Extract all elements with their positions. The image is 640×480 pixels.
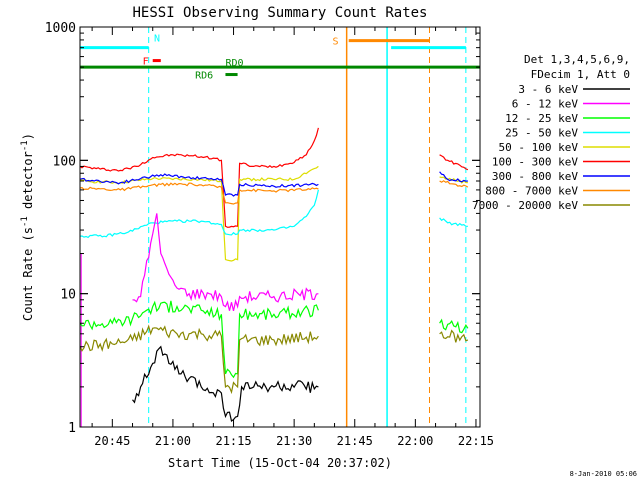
flag-label-rd0: RD0 — [225, 58, 243, 69]
y-tick-label: 1 — [68, 421, 76, 436]
x-tick-label: 21:15 — [215, 434, 251, 448]
series-line — [439, 217, 468, 227]
legend-label: 6 - 12 keV — [512, 98, 579, 111]
legend-title-line-2: FDecim 1, Att 0 — [531, 68, 630, 81]
series-6-12-kev — [132, 213, 319, 312]
legend: Det 1,3,4,5,6,9, FDecim 1, Att 0 3 - 6 k… — [472, 53, 630, 212]
series-7000-20000-kev — [79, 324, 469, 395]
plot-area: N F RD0 RD6 S — [79, 27, 480, 427]
legend-label: 25 - 50 keV — [505, 127, 578, 140]
series-line — [132, 345, 319, 423]
series-line — [79, 173, 319, 197]
flag-label-f: F — [143, 57, 149, 68]
series-line — [439, 318, 469, 334]
series-line — [439, 180, 469, 188]
series-12-25-kev — [79, 300, 469, 379]
legend-label: 3 - 6 keV — [518, 83, 578, 96]
y-axis-label: Count Rate (s-1 detector-1) — [20, 133, 35, 321]
series-line — [439, 171, 468, 183]
series-300-800-kev — [79, 171, 468, 197]
x-tick-label: 22:15 — [458, 434, 494, 448]
y-axis-label-tail: detector — [21, 151, 35, 216]
x-tick-label: 22:00 — [397, 434, 433, 448]
flag-label-s: S — [333, 37, 339, 48]
legend-label: 300 - 800 keV — [492, 170, 578, 183]
y-tick-label: 10 — [60, 288, 76, 303]
series-100-300-kev — [79, 127, 469, 228]
series-800-7000-kev — [79, 180, 469, 205]
series-line — [79, 189, 319, 239]
series-line — [79, 127, 319, 228]
x-tick-label: 20:45 — [94, 434, 130, 448]
x-tick-label: 21:30 — [276, 434, 312, 448]
series-line — [79, 182, 319, 205]
footer-date: 8-Jan-2010 05:06 — [570, 470, 637, 478]
flag-label-rd6: RD6 — [195, 71, 213, 82]
series-line — [132, 213, 319, 312]
x-axis-label: Start Time (15-Oct-04 20:37:02) — [168, 456, 392, 470]
y-axis-label-exp-2: -1 — [20, 140, 30, 151]
flag-label-n: N — [154, 33, 160, 44]
y-axis-label-exp: -1 — [20, 216, 30, 227]
legend-label: 800 - 7000 keV — [485, 185, 578, 198]
y-tick-label: 1000 — [45, 21, 76, 36]
legend-title-line-1: Det 1,3,4,5,6,9, — [524, 53, 630, 66]
y-tick-label: 100 — [53, 154, 76, 169]
axis-ticks: 1 10 100 1000 20:45 21:00 21:15 21:30 21:45 22:00… — [45, 21, 494, 448]
legend-label: 7000 - 20000 keV — [472, 199, 578, 212]
series-line — [79, 324, 319, 395]
series-line — [439, 329, 469, 343]
legend-label: 100 - 300 keV — [492, 156, 578, 169]
legend-label: 12 - 25 keV — [505, 112, 578, 125]
plot-frame — [79, 26, 481, 428]
series-line — [79, 300, 319, 379]
x-tick-label: 21:00 — [155, 434, 191, 448]
chart-title: HESSI Observing Summary Count Rates — [132, 5, 427, 21]
series-line — [439, 154, 469, 171]
series-25-50-kev — [79, 189, 468, 239]
legend-label: 50 - 100 keV — [499, 141, 579, 154]
x-tick-label: 21:45 — [337, 434, 373, 448]
series-3-6-kev — [132, 345, 319, 423]
y-axis-label-main: Count Rate (s — [21, 227, 35, 321]
y-axis-label-close: ) — [21, 133, 35, 140]
